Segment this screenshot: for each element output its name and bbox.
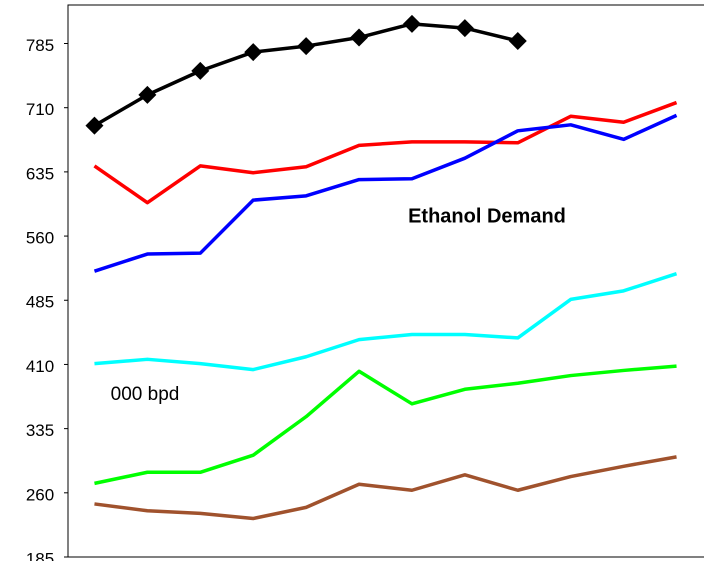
data-point	[350, 28, 369, 47]
y-tick-label: 635	[26, 164, 54, 183]
series-line	[94, 272, 678, 372]
annotation: Ethanol Demand	[408, 205, 566, 227]
y-tick-label: 335	[26, 421, 54, 440]
data-point	[191, 61, 210, 80]
data-point	[85, 116, 104, 135]
series-line	[93, 113, 678, 273]
data-point	[297, 37, 316, 56]
y-tick-label: 710	[26, 100, 54, 119]
y-tick-label: 260	[26, 485, 54, 504]
y-tick-label: 410	[26, 357, 54, 376]
annotation: 000 bpd	[111, 384, 180, 405]
data-point	[455, 19, 474, 38]
y-tick-label: 185	[26, 549, 54, 561]
data-point	[244, 43, 263, 62]
data-point	[508, 31, 527, 50]
y-tick-label: 560	[26, 229, 54, 248]
data-point	[402, 14, 421, 33]
y-tick-label: 485	[26, 293, 54, 312]
series-line	[94, 455, 677, 521]
series-line	[94, 364, 677, 486]
series-line	[93, 100, 678, 205]
data-point	[138, 85, 157, 104]
plot-frame	[67, 4, 704, 558]
y-tick-label: 785	[26, 36, 54, 55]
